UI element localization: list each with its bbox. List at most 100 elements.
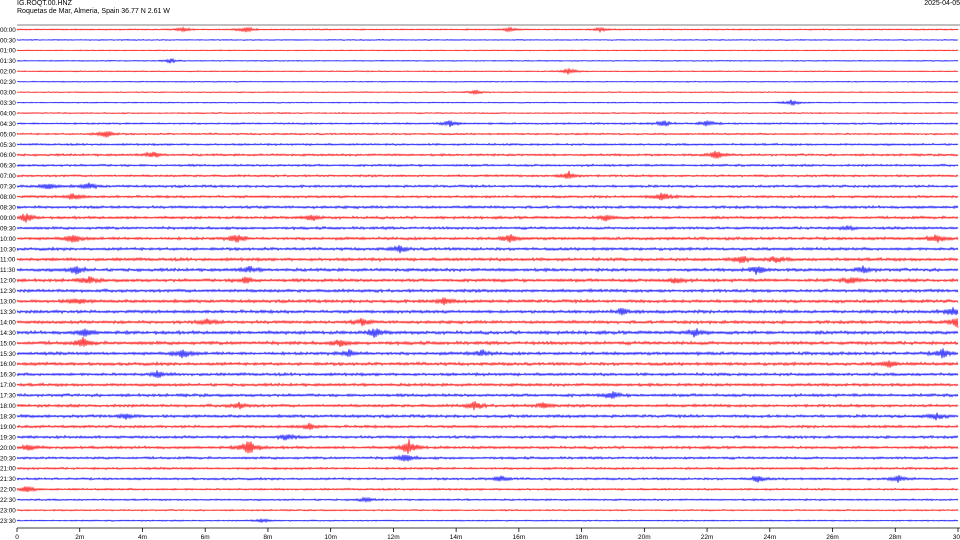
- row-label: 12:30: [0, 288, 16, 295]
- x-tick-label: 10m: [324, 534, 337, 540]
- row-label: 21:30: [0, 476, 16, 483]
- row-label: 06:00: [0, 152, 16, 159]
- x-tick-label: 24m: [763, 534, 776, 540]
- row-label: 01:30: [0, 58, 16, 65]
- row-label: 07:00: [0, 173, 16, 180]
- trace-row-0530: [16, 142, 959, 147]
- x-tick-label: 2m: [75, 534, 84, 540]
- trace-row-0500: [16, 130, 959, 138]
- x-tick-label: 16m: [513, 534, 526, 540]
- trace-row-2300: [16, 508, 959, 512]
- trace-row-2000: [16, 439, 959, 455]
- x-tick-label: 6m: [201, 534, 210, 540]
- row-label: 22:30: [0, 497, 16, 504]
- row-label: 15:00: [0, 340, 16, 347]
- station-code: IG.ROQT.00.HNZ: [17, 0, 72, 7]
- row-label: 19:30: [0, 434, 16, 441]
- row-label: 13:00: [0, 299, 16, 306]
- row-label: 09:30: [0, 225, 16, 232]
- row-label: 05:30: [0, 142, 16, 149]
- trace-row-1730: [16, 391, 959, 399]
- row-label: 13:30: [0, 309, 16, 316]
- trace-row-1230: [16, 288, 959, 294]
- row-label: 16:00: [0, 361, 16, 368]
- row-label: 10:30: [0, 246, 16, 253]
- row-label: 03:00: [0, 90, 16, 97]
- x-tick-label: 14m: [450, 534, 463, 540]
- trace-row-0800: [16, 192, 959, 201]
- trace-row-1800: [16, 401, 959, 411]
- trace-row-0600: [16, 150, 959, 159]
- trace-row-0000: [16, 26, 959, 34]
- station-location: Roquetas de Mar, Almeria, Spain 36.77 N …: [17, 8, 170, 15]
- row-label: 10:00: [0, 236, 16, 243]
- x-tick-label: 4m: [138, 534, 147, 540]
- x-tick-label: 12m: [387, 534, 400, 540]
- row-label: 17:30: [0, 393, 16, 400]
- x-tick-label: 20m: [638, 534, 651, 540]
- trace-row-0830: [16, 204, 959, 210]
- row-label: 19:00: [0, 424, 16, 431]
- row-label: 18:00: [0, 403, 16, 410]
- trace-row-0700: [16, 170, 959, 179]
- x-tick-label: 28m: [889, 534, 902, 540]
- row-label: 09:00: [0, 215, 16, 222]
- row-label: 05:00: [0, 131, 16, 138]
- trace-row-0300: [16, 89, 959, 96]
- trace-row-1130: [16, 265, 959, 275]
- x-tick-label: 0: [15, 534, 19, 540]
- row-label: 22:00: [0, 487, 16, 494]
- trace-row-1530: [16, 348, 959, 359]
- trace-row-0730: [16, 182, 959, 190]
- trace-row-0030: [16, 38, 959, 42]
- row-label: 23:00: [0, 508, 16, 515]
- trace-row-1430: [16, 328, 959, 338]
- row-label: 00:30: [0, 37, 16, 44]
- plot-date: 2025-04-05: [924, 0, 960, 7]
- trace-row-0200: [16, 68, 959, 75]
- trace-row-1600: [16, 360, 959, 368]
- row-label: 06:30: [0, 163, 16, 170]
- trace-row-2030: [16, 454, 959, 462]
- row-label: 21:00: [0, 466, 16, 473]
- trace-row-1830: [16, 412, 959, 421]
- trace-row-0630: [16, 163, 959, 168]
- row-label: 00:00: [0, 27, 16, 34]
- row-label: 15:30: [0, 351, 16, 358]
- trace-row-1400: [16, 318, 959, 328]
- row-label: 03:30: [0, 100, 16, 107]
- row-label: 02:00: [0, 69, 16, 76]
- row-label: 02:30: [0, 79, 16, 86]
- trace-row-1700: [16, 382, 959, 388]
- row-label: 20:00: [0, 445, 16, 452]
- trace-row-0330: [16, 99, 959, 107]
- trace-row-1100: [16, 255, 959, 264]
- x-tick-label: 26m: [826, 534, 839, 540]
- row-label: 12:00: [0, 278, 16, 285]
- row-label: 16:30: [0, 372, 16, 379]
- trace-row-1330: [16, 307, 959, 316]
- x-tick-label: 18m: [575, 534, 588, 540]
- row-label: 04:00: [0, 110, 16, 117]
- trace-row-1630: [16, 370, 959, 379]
- trace-row-1900: [16, 422, 959, 431]
- row-label: 14:30: [0, 330, 16, 337]
- trace-row-0930: [16, 224, 959, 232]
- trace-row-2130: [16, 474, 959, 483]
- row-label: 18:30: [0, 413, 16, 420]
- x-tick-label: 30: [953, 534, 960, 540]
- trace-row-1030: [16, 245, 959, 254]
- row-label: 07:30: [0, 184, 16, 191]
- row-label: 08:30: [0, 204, 16, 211]
- row-label: 11:30: [0, 267, 16, 274]
- row-label: 23:30: [0, 518, 16, 525]
- row-label: 20:30: [0, 455, 16, 462]
- trace-row-1300: [16, 297, 959, 306]
- row-label: 04:30: [0, 121, 16, 128]
- trace-row-1930: [16, 433, 959, 441]
- trace-row-0100: [16, 49, 959, 52]
- trace-row-0230: [16, 80, 959, 83]
- row-label: 14:00: [0, 319, 16, 326]
- trace-row-2200: [16, 486, 959, 493]
